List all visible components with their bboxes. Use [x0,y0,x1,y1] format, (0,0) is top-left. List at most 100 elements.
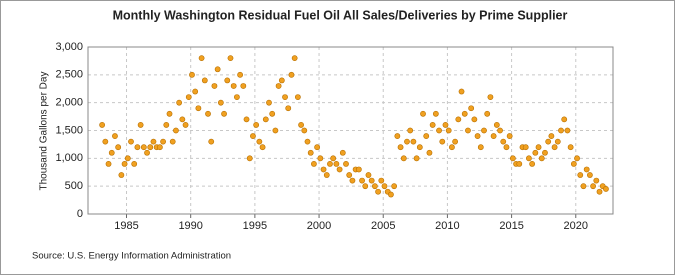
point [189,71,195,78]
point [99,122,106,128]
y-tick-label: 2,500 [55,69,83,81]
y-tick-label: 1,500 [55,124,83,136]
point [545,138,552,145]
point [567,144,574,151]
point [266,99,272,106]
point [410,138,417,145]
point [243,116,250,123]
point [371,183,378,190]
y-tick-label: 3,000 [55,41,83,53]
x-tick-label: 2000 [307,220,331,232]
point [282,94,288,100]
point [185,94,192,100]
point [339,149,346,156]
point [586,172,593,178]
point [439,138,446,145]
point [144,149,150,156]
point [134,144,141,151]
point [400,155,407,162]
y-axis-label: Thousand Gallons per Day [39,72,50,191]
point [590,183,597,190]
point [233,94,240,100]
x-tick-label: 1990 [178,220,202,232]
point [304,138,311,145]
point [256,138,263,145]
point [230,83,237,89]
point [278,77,285,84]
y-tick-label: 0 [77,208,83,220]
point [580,183,587,190]
point [336,166,343,173]
point [423,133,430,139]
point [214,66,221,73]
point [224,77,231,84]
point [291,55,298,62]
point [131,160,138,167]
point [327,160,333,167]
point [301,127,308,134]
point [298,122,304,128]
x-tick-label: 1985 [114,220,138,232]
point [115,144,122,151]
point [577,172,584,178]
point [516,160,523,167]
point [564,127,571,134]
y-tick-label: 2,000 [55,97,83,109]
point [307,149,314,156]
point [542,149,548,156]
point [558,127,564,134]
point [529,160,536,167]
point [487,94,494,100]
point [381,183,388,190]
point [522,144,529,151]
point [561,116,568,123]
point [105,160,112,167]
point [201,77,208,84]
point [240,83,247,89]
point [574,155,580,162]
point [346,172,353,178]
chart-title: Monthly Washington Residual Fuel Oil All… [113,8,568,22]
point [169,138,176,145]
point [442,122,449,128]
point [484,110,491,117]
point [285,105,292,112]
point [198,55,205,62]
point [176,99,183,106]
point [112,133,118,139]
point [124,155,131,162]
point [603,186,609,192]
point [272,127,279,134]
point [445,127,452,134]
point [548,133,555,139]
point [458,88,465,95]
point [294,94,301,100]
point [343,160,349,167]
point [320,166,327,173]
point [160,138,166,145]
plot-area [87,46,614,215]
y-tick-label: 1,000 [55,152,83,164]
point [323,172,330,178]
point [375,188,381,195]
point [471,116,478,123]
point [526,155,532,162]
point [481,127,487,134]
point [121,160,128,167]
point [208,138,215,145]
point [583,166,590,173]
point [368,177,375,184]
point [205,110,211,117]
point [503,144,510,151]
point [269,110,276,117]
point [253,122,260,128]
point [173,127,179,134]
point [404,138,410,145]
point [156,144,163,151]
point [420,110,426,117]
point [262,116,269,123]
point [429,122,436,128]
point [532,149,539,156]
point [355,166,362,173]
